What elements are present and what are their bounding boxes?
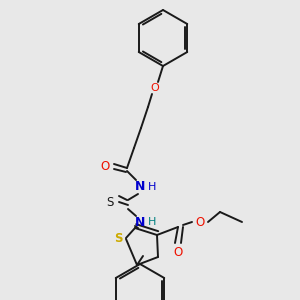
Text: N: N [135,181,145,194]
Text: O: O [151,83,159,93]
Text: O: O [100,160,109,173]
Text: H: H [148,182,156,192]
Text: H: H [148,217,156,227]
Text: N: N [135,215,145,229]
Text: S: S [106,196,114,209]
Text: S: S [114,232,122,244]
Text: O: O [195,215,205,229]
Text: O: O [173,245,183,259]
